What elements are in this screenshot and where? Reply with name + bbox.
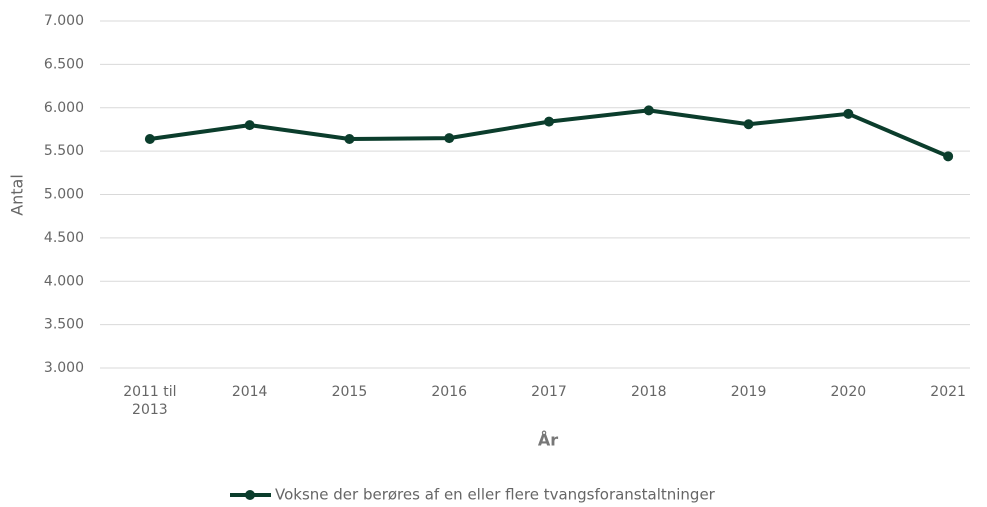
y-tick-label: 6.000 — [44, 100, 84, 116]
data-point — [743, 119, 754, 130]
data-point — [544, 116, 554, 127]
legend-marker — [245, 490, 255, 500]
y-tick-label: 3.500 — [44, 317, 84, 333]
data-point — [643, 105, 654, 116]
x-tick-label: 2019 — [730, 384, 767, 400]
data-point — [344, 133, 355, 144]
y-tick-label: 3.000 — [44, 360, 84, 376]
x-tick-label: 2017 — [531, 384, 567, 400]
data-point — [943, 151, 954, 162]
x-tick-label: 2018 — [630, 384, 667, 400]
y-axis-label: Antal — [8, 174, 27, 216]
x-tick-label: 2016 — [431, 384, 468, 400]
x-tick-label: 2021 — [930, 384, 966, 400]
x-tick-label: 2015 — [331, 384, 368, 400]
legend-label: Voksne der berøres af en eller flere tva… — [275, 486, 716, 504]
x-tick-label: 2020 — [830, 384, 867, 400]
x-axis-label: År — [538, 431, 558, 450]
y-tick-label: 5.000 — [44, 187, 84, 203]
y-tick-label: 4.000 — [44, 273, 84, 289]
y-tick-label: 4.500 — [44, 230, 84, 246]
x-tick-label: 2014 — [231, 384, 268, 400]
y-tick-label: 6.500 — [44, 56, 84, 72]
y-tick-label: 7.000 — [44, 13, 84, 29]
y-tick-label: 5.500 — [44, 143, 84, 159]
data-point — [444, 133, 455, 144]
data-point — [244, 120, 255, 131]
data-point — [843, 108, 854, 119]
data-point — [144, 133, 155, 144]
x-tick-label: 2011 til 2013 — [123, 384, 177, 418]
